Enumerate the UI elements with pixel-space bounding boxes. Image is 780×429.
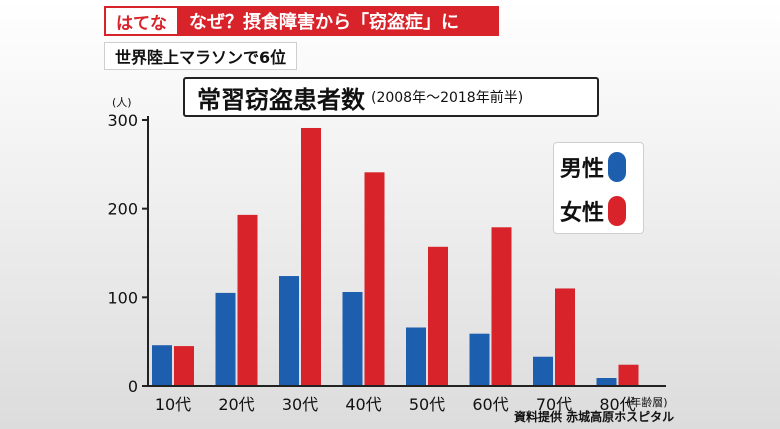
y-tick-label: 100 <box>107 288 138 307</box>
chart-title: 常習窃盗患者数 <box>197 85 365 114</box>
bar-male <box>406 327 426 386</box>
bar-male <box>342 292 363 386</box>
y-tick-label: 200 <box>107 200 138 219</box>
x-tick-label: 30代 <box>282 395 318 414</box>
chart-subtitle: (2008年〜2018年前半) <box>371 90 524 106</box>
bar-female <box>364 172 385 386</box>
bar-female <box>428 246 448 386</box>
bar-male <box>596 378 617 386</box>
sub-banner: 世界陸上マラソンで6位 <box>104 42 298 70</box>
legend-label-male: 男性 <box>560 157 605 182</box>
y-axis-unit: (人) <box>112 96 132 109</box>
x-tick-label: 10代 <box>155 395 191 414</box>
bar-female <box>618 364 639 386</box>
legend-swatch-male <box>608 152 627 182</box>
x-tick-label: 80代 <box>599 395 635 414</box>
legend-label-female: 女性 <box>560 201 605 226</box>
source-credit: 資料提供 赤城高原ホスピタル <box>514 410 675 424</box>
x-tick-label: 40代 <box>345 395 381 414</box>
y-ticks: 0 100 200 300 <box>107 111 148 396</box>
banner-headline: なぜ？摂食障害から「窃盗症」に <box>189 12 459 33</box>
x-axis-unit: (年齢層) <box>626 395 668 409</box>
bar-male <box>215 292 236 386</box>
x-tick-label: 50代 <box>409 395 445 414</box>
y-tick-label: 0 <box>128 377 138 396</box>
bar-female <box>237 214 258 386</box>
bar-female <box>301 127 321 386</box>
x-tick-label: 60代 <box>472 395 508 414</box>
banner-tag: はてな <box>104 6 179 36</box>
x-tick-label: 20代 <box>218 395 254 414</box>
legend-swatch-female <box>608 196 627 226</box>
bar-male <box>152 345 172 386</box>
bar-group <box>152 127 639 386</box>
x-tick-label: 70代 <box>536 395 572 414</box>
bar-male <box>469 333 490 386</box>
bar-male <box>533 356 553 386</box>
bar-female <box>555 288 575 386</box>
bar-male <box>279 276 299 386</box>
headline-banner: はてな なぜ？摂食障害から「窃盗症」に <box>104 6 499 36</box>
x-ticks: 10代 20代 30代 40代 50代 60代 70代 80代 <box>155 395 636 414</box>
bar-female <box>174 346 194 386</box>
bar-female <box>491 227 512 386</box>
y-tick-label: 300 <box>107 111 138 130</box>
axes <box>147 116 666 387</box>
legend-item-male: 男性 <box>560 151 627 183</box>
chart-title-box: 常習窃盗患者数 (2008年〜2018年前半) <box>183 77 599 117</box>
legend: 男性 女性 <box>553 142 644 234</box>
legend-item-female: 女性 <box>560 195 627 227</box>
